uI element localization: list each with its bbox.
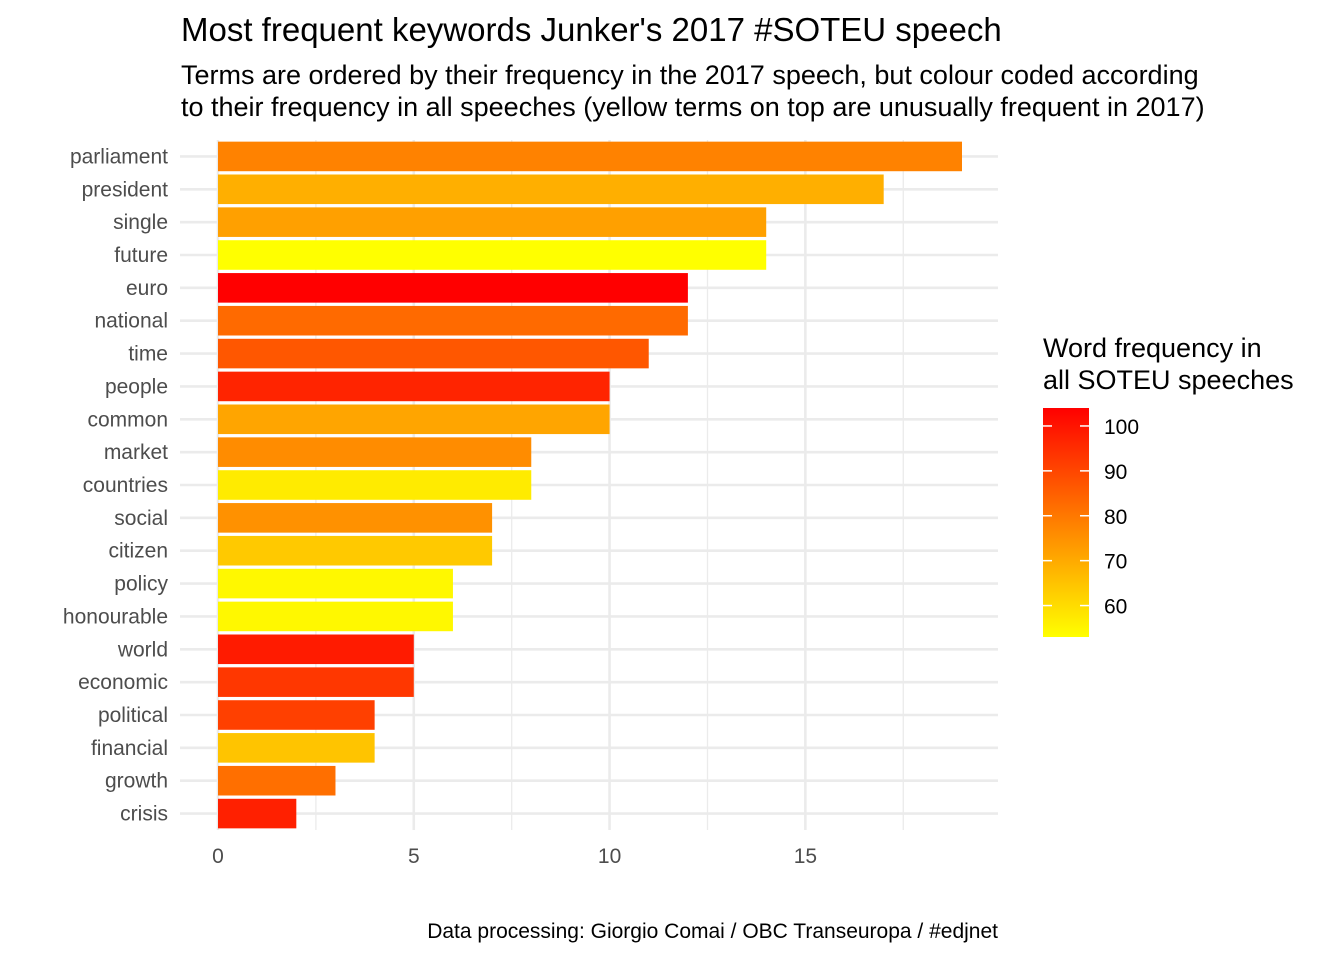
y-tick-label: president (82, 178, 169, 201)
y-axis-ticks: parliament president single future euro natio… (63, 145, 169, 825)
legend-tick-label: 90 (1104, 461, 1127, 484)
bar-national (218, 305, 688, 336)
bar-people (218, 371, 610, 402)
y-tick-label: common (87, 408, 168, 431)
bar-single (218, 207, 767, 237)
bar-political (218, 700, 375, 730)
bar-euro (218, 273, 688, 303)
bar-world (218, 634, 414, 665)
chart-title: Most frequent keywords Junker's 2017 #SO… (181, 11, 1002, 48)
y-tick-label: people (105, 375, 168, 398)
legend-tick-label: 100 (1104, 416, 1139, 439)
bar-parliament (218, 141, 962, 172)
legend-tick-label: 60 (1104, 596, 1127, 619)
y-tick-label: citizen (108, 540, 168, 563)
legend-colorbar (1043, 408, 1089, 637)
bar-time (218, 338, 649, 369)
legend-title-line-2: all SOTEU speeches (1043, 365, 1294, 395)
bar-common (218, 404, 610, 435)
legend-tick-label: 70 (1104, 551, 1127, 574)
x-axis-ticks: 0 5 10 15 (212, 845, 817, 868)
legend-tick-label: 80 (1104, 506, 1127, 529)
y-tick-label: social (114, 507, 168, 530)
bar-president (218, 174, 884, 205)
bars (218, 141, 962, 829)
y-tick-label: euro (126, 277, 168, 300)
y-tick-label: single (113, 211, 168, 234)
y-tick-label: parliament (70, 145, 168, 168)
x-tick-label: 0 (212, 845, 224, 868)
x-tick-label: 5 (408, 845, 420, 868)
y-tick-label: crisis (120, 803, 168, 826)
y-tick-label: world (117, 638, 168, 661)
x-tick-label: 15 (794, 845, 817, 868)
legend-ticks: 100 90 80 70 60 (1043, 416, 1139, 619)
y-tick-label: financial (91, 737, 168, 760)
y-tick-label: policy (114, 573, 168, 596)
y-tick-label: economic (78, 671, 168, 694)
y-tick-label: growth (105, 770, 168, 793)
y-tick-label: time (128, 343, 168, 366)
bar-countries (218, 470, 532, 500)
y-tick-label: honourable (63, 605, 168, 628)
y-tick-label: political (98, 704, 168, 727)
bar-social (218, 503, 493, 533)
bar-policy (218, 568, 453, 599)
legend-title-line-1: Word frequency in (1043, 333, 1262, 363)
chart-subtitle-line-1: Terms are ordered by their frequency in … (181, 60, 1199, 90)
bar-crisis (218, 798, 297, 829)
x-tick-label: 10 (598, 845, 621, 868)
y-tick-label: countries (83, 474, 168, 497)
legend: Word frequency in all SOTEU speeches 100… (1043, 333, 1294, 637)
bar-economic (218, 667, 414, 697)
y-tick-label: future (114, 244, 168, 267)
bar-citizen (218, 535, 493, 566)
chart-caption: Data processing: Giorgio Comai / OBC Tra… (427, 920, 998, 943)
bar-honourable (218, 601, 453, 632)
bar-growth (218, 765, 336, 796)
bar-financial (218, 733, 375, 763)
chart-subtitle-line-2: to their frequency in all speeches (yell… (181, 92, 1205, 122)
bar-future (218, 240, 767, 270)
y-tick-label: national (94, 310, 168, 333)
y-tick-label: market (104, 441, 168, 464)
bar-market (218, 437, 532, 467)
